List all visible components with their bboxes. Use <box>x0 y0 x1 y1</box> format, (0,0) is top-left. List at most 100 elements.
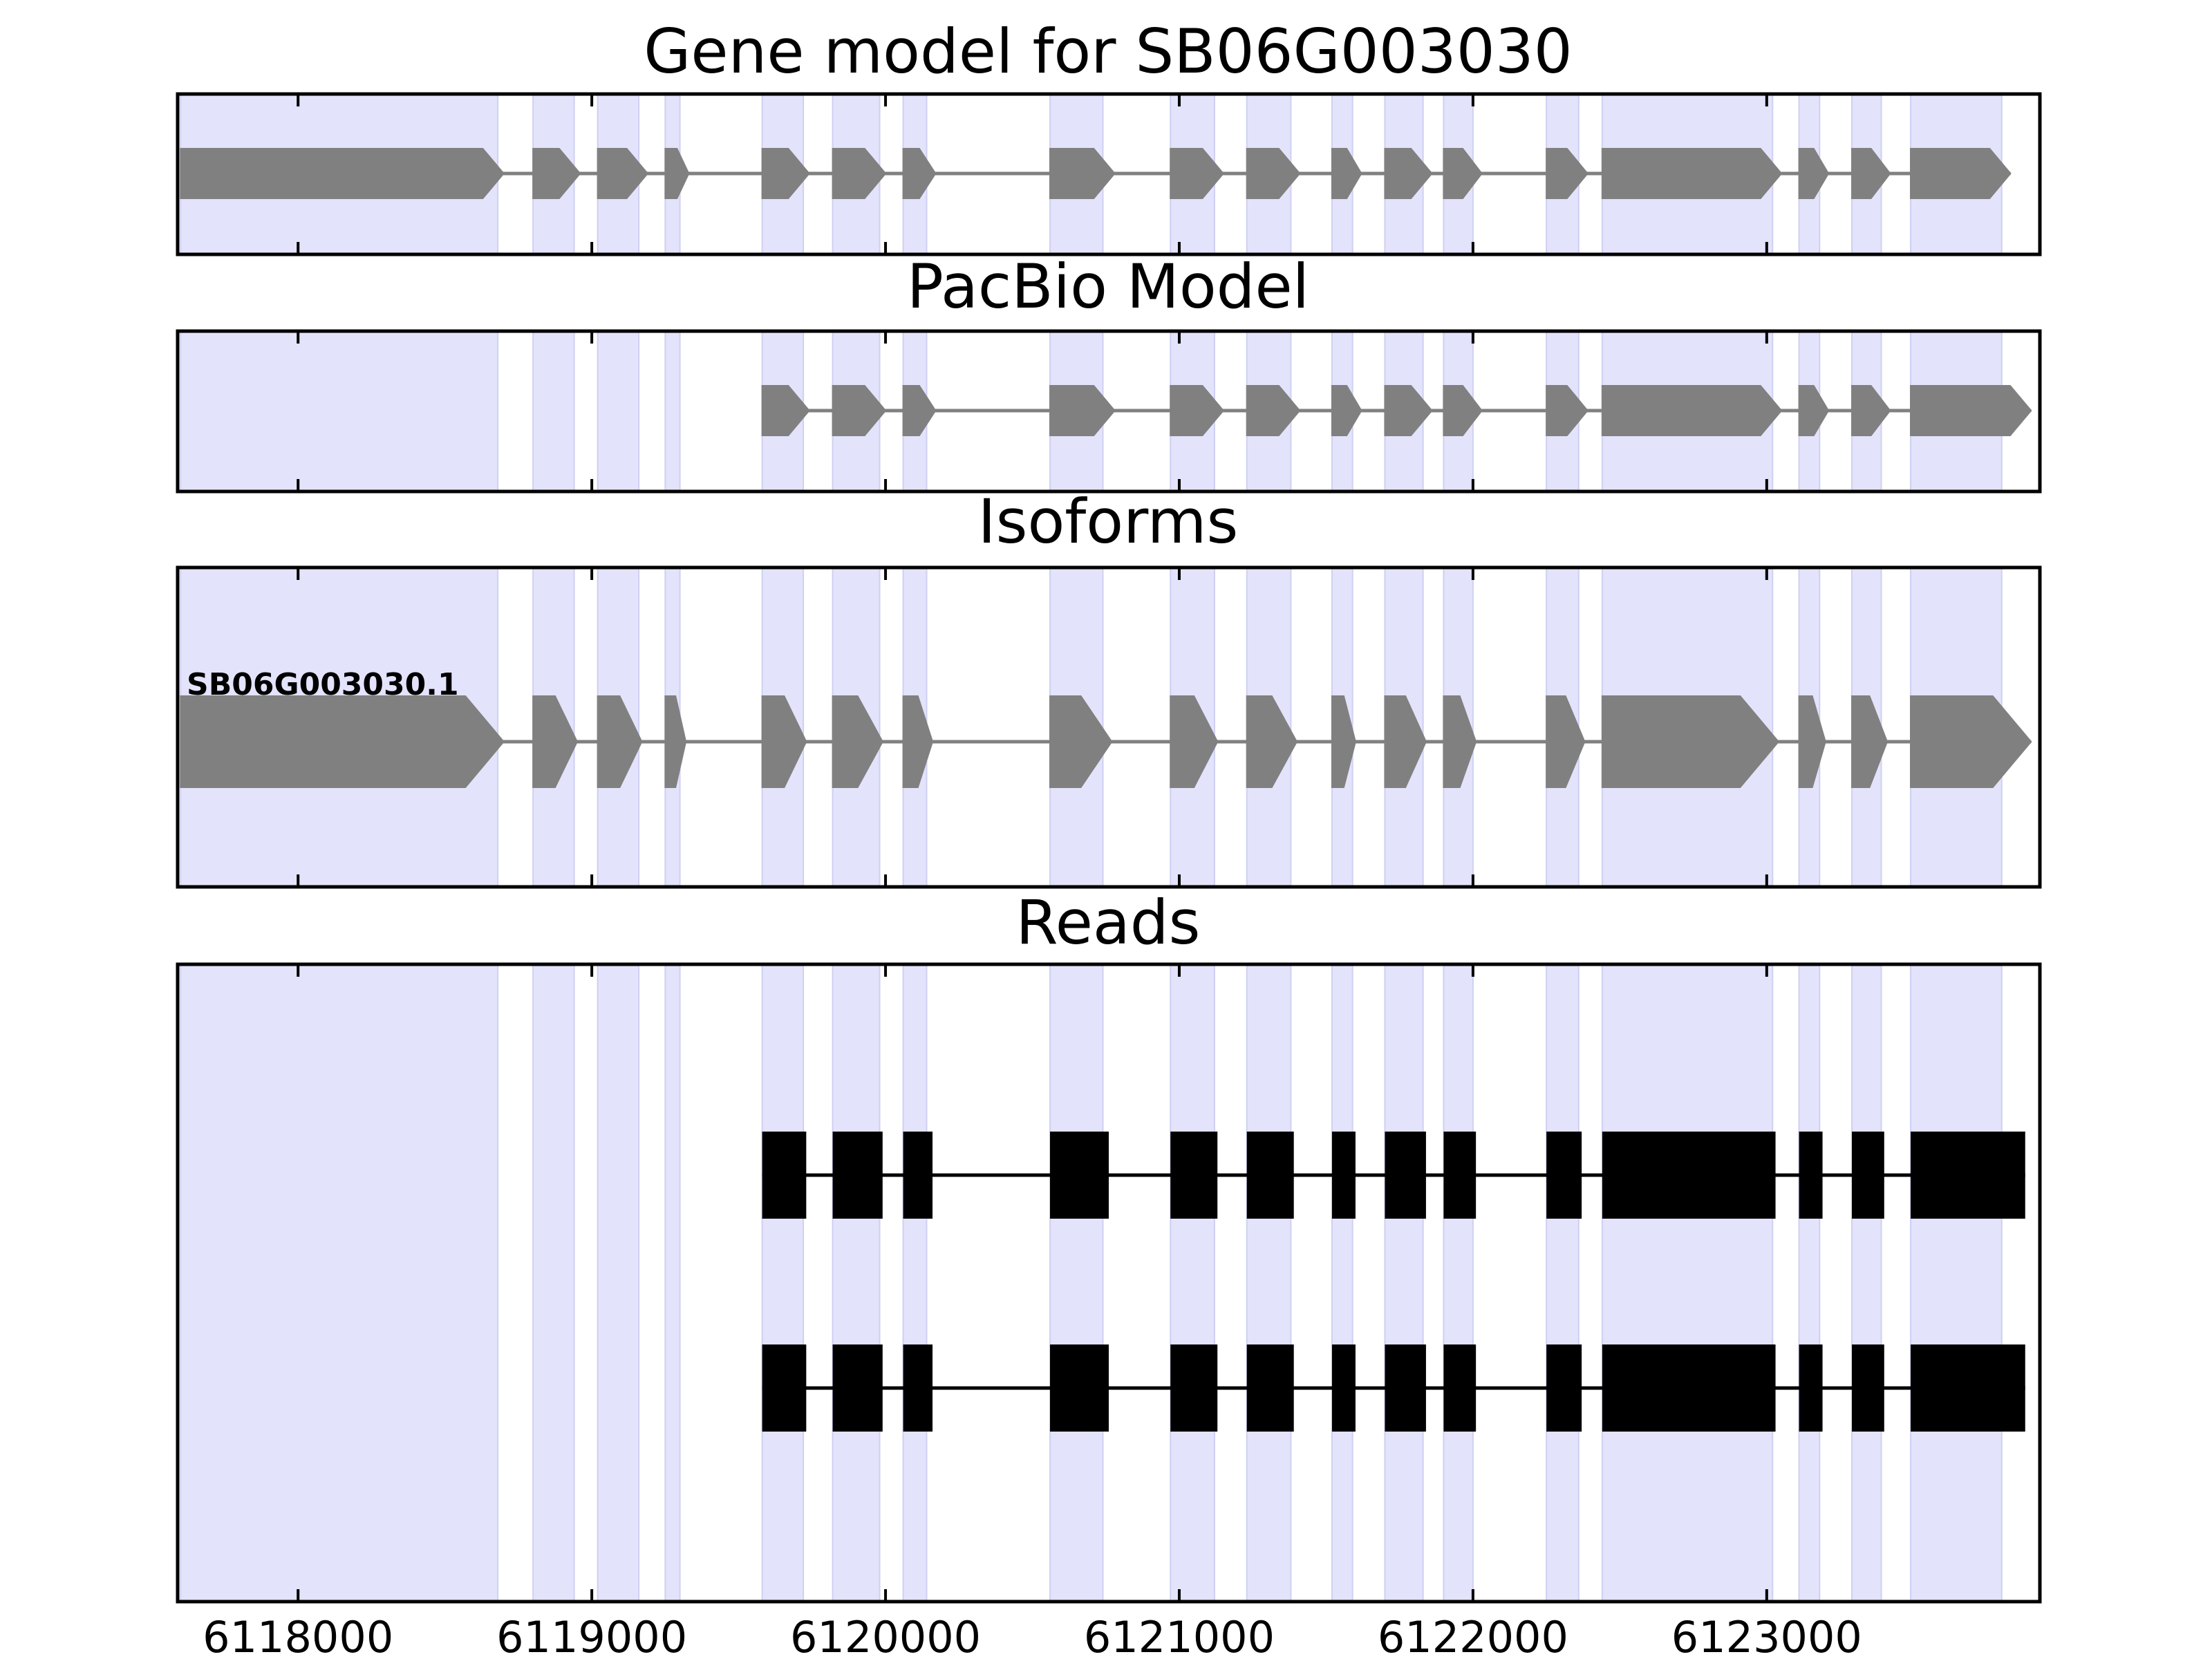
exon-arrow <box>761 148 810 199</box>
exon-arrow <box>1331 695 1356 788</box>
read-exon-block <box>762 1132 807 1219</box>
read-exon-block <box>1443 1344 1477 1432</box>
exon-highlight-band <box>664 330 681 492</box>
exon-arrow <box>832 695 883 788</box>
exon-arrow <box>1851 695 1888 788</box>
x-tick-label: 6121000 <box>1084 1612 1275 1659</box>
exon-arrow <box>180 695 505 788</box>
read-exon-block <box>1799 1132 1823 1219</box>
exon-highlight-band <box>1049 964 1104 1602</box>
read-exon-block <box>1385 1132 1426 1219</box>
reads-panel: Reads <box>176 887 2042 1604</box>
exon-highlight-band <box>1910 964 2003 1602</box>
gene-model-frame <box>176 92 2042 256</box>
x-tick-label: 6123000 <box>1671 1612 1862 1659</box>
exon-highlight-band <box>180 964 499 1602</box>
exon-arrow <box>902 385 937 436</box>
exon-arrow <box>1546 385 1588 436</box>
exon-highlight-band <box>1443 964 1474 1602</box>
isoform-label: SB06G003030.1 <box>187 667 459 702</box>
exon-arrow <box>1798 695 1826 788</box>
exon-arrow <box>1331 385 1362 436</box>
x-tick-label: 6118000 <box>203 1612 393 1659</box>
exon-arrow <box>1601 148 1783 199</box>
exon-arrow <box>832 385 887 436</box>
read-exon-block <box>1331 1344 1356 1432</box>
read-exon-block <box>1602 1132 1776 1219</box>
exon-arrow <box>1910 148 2012 199</box>
exon-highlight-band <box>832 964 881 1602</box>
read-exon-block <box>1385 1344 1426 1432</box>
read-exon-block <box>903 1132 933 1219</box>
read-exon-block <box>1050 1344 1109 1432</box>
exon-arrow <box>902 148 937 199</box>
exon-arrow <box>1798 385 1830 436</box>
exon-arrow <box>1443 148 1483 199</box>
read-exon-block <box>1852 1344 1884 1432</box>
exon-arrow <box>1851 385 1891 436</box>
read-exon-block <box>1911 1132 2025 1219</box>
x-tick-label: 6122000 <box>1378 1612 1568 1659</box>
exon-highlight-band <box>902 964 928 1602</box>
pacbio-model-title: PacBio Model <box>907 251 1309 322</box>
read-exon-block <box>1170 1132 1218 1219</box>
exon-highlight-band <box>1331 964 1353 1602</box>
exon-arrow <box>1384 148 1433 199</box>
read-exon-block <box>1799 1344 1823 1432</box>
exon-arrow <box>1601 695 1780 788</box>
x-axis-tick-labels: 6118000 6119000 6120000 6121000 6122000 61230… <box>203 1612 1862 1659</box>
exon-arrow <box>902 695 934 788</box>
gene-model-title: Gene model for SB06G003030 <box>644 16 1573 87</box>
exon-arrow <box>1910 695 2032 788</box>
exon-highlight-band <box>180 330 499 492</box>
exon-highlight-band <box>664 964 681 1602</box>
exon-arrow <box>1246 385 1301 436</box>
exon-arrow <box>761 385 810 436</box>
read-exon-block <box>1602 1344 1776 1432</box>
exon-arrow <box>1798 148 1830 199</box>
exon-arrow <box>1049 695 1113 788</box>
read-exon-block <box>1050 1132 1109 1219</box>
read-exon-block <box>1546 1344 1582 1432</box>
exon-highlight-band <box>1851 964 1882 1602</box>
exon-arrow <box>180 148 505 199</box>
exon-arrow <box>1384 695 1427 788</box>
isoforms-title: Isoforms <box>978 486 1239 557</box>
exon-arrow <box>1443 695 1477 788</box>
read-exon-block <box>1170 1344 1218 1432</box>
read-exon-block <box>1546 1132 1582 1219</box>
exon-highlight-band <box>1384 964 1424 1602</box>
read-exon-block <box>762 1344 807 1432</box>
exon-arrow <box>1546 148 1588 199</box>
exon-arrow <box>664 148 690 199</box>
pacbio-model-panel: PacBio Model <box>176 251 2042 494</box>
exon-highlight-band <box>1798 964 1821 1602</box>
isoforms-frame <box>176 565 2042 889</box>
exon-arrow <box>1910 385 2032 436</box>
gene-model-panel: Gene model for SB06G003030 <box>176 16 2042 256</box>
exon-arrow <box>1246 148 1301 199</box>
exon-arrow <box>1331 148 1362 199</box>
exon-arrow <box>1443 385 1483 436</box>
exon-highlight-band <box>532 330 575 492</box>
exon-arrow <box>1049 385 1116 436</box>
exon-arrow <box>1170 385 1225 436</box>
x-tick-label: 6120000 <box>790 1612 981 1659</box>
exon-arrow <box>532 148 581 199</box>
exon-arrow <box>597 695 643 788</box>
exon-arrow <box>1049 148 1116 199</box>
exon-arrow <box>1546 695 1586 788</box>
exon-arrow <box>532 695 579 788</box>
exon-arrow <box>1851 148 1891 199</box>
exon-highlight-band <box>1546 964 1580 1602</box>
reads-frame <box>176 962 2042 1604</box>
exon-highlight-band <box>761 964 805 1602</box>
exon-arrow <box>664 695 687 788</box>
exon-arrow <box>1601 385 1783 436</box>
pacbio-model-frame <box>176 329 2042 494</box>
exon-highlight-band <box>597 330 640 492</box>
exon-arrow <box>1384 385 1433 436</box>
read-exon-block <box>1246 1344 1294 1432</box>
read-exon-block <box>1911 1344 2025 1432</box>
